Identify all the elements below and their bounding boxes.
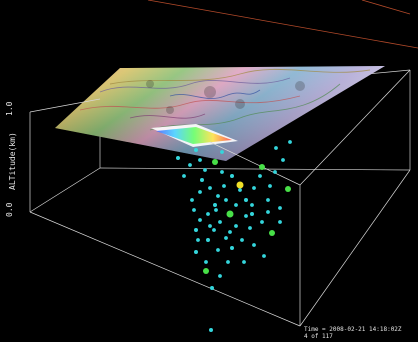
event-marker (278, 220, 282, 224)
axis-top-value: 1.0 (5, 101, 14, 116)
event-marker (238, 188, 242, 192)
event-marker (285, 186, 291, 192)
event-marker (212, 159, 218, 165)
event-marker (266, 210, 270, 214)
event-marker (226, 210, 234, 218)
event-marker (196, 238, 200, 242)
event-marker (203, 168, 207, 172)
event-marker (288, 140, 292, 144)
event-marker (240, 238, 244, 242)
axis-bottom-value: 0.0 (5, 202, 14, 217)
event-marker (252, 186, 256, 190)
event-marker (204, 260, 208, 264)
event-marker (252, 243, 256, 247)
event-marker (234, 203, 238, 207)
event-marker (209, 328, 213, 332)
event-marker (216, 194, 220, 198)
event-marker (200, 178, 204, 182)
event-marker (260, 220, 264, 224)
event-marker (234, 224, 238, 228)
event-marker (244, 214, 248, 218)
event-marker (194, 250, 198, 254)
event-marker (236, 181, 244, 189)
event-marker (218, 220, 222, 224)
event-marker (218, 274, 222, 278)
event-marker (269, 230, 275, 236)
event-marker (182, 174, 186, 178)
event-marker (222, 184, 226, 188)
event-marker (216, 248, 220, 252)
far-edge-lines (147, 0, 418, 49)
event-marker (248, 226, 252, 230)
event-marker (226, 260, 230, 264)
event-marker (278, 206, 282, 210)
event-marker (262, 254, 266, 258)
event-marker (192, 208, 196, 212)
event-marker (228, 230, 232, 234)
time-label: Time = 2008-02-21 14:18:02Z (304, 326, 402, 333)
bounding-box-front (29, 69, 411, 327)
event-marker (259, 164, 265, 170)
event-marker (194, 228, 198, 232)
event-marker (230, 174, 234, 178)
event-marker (258, 174, 262, 178)
event-marker (176, 156, 180, 160)
axis-title: ALTitude(km) (8, 132, 17, 190)
event-marker (250, 203, 254, 207)
event-marker (190, 198, 194, 202)
event-marker (273, 170, 277, 174)
event-marker (206, 238, 210, 242)
color-legend (151, 124, 238, 147)
event-marker (242, 260, 246, 264)
frame-counter: 4 of 117 (304, 333, 333, 340)
event-marker (281, 158, 285, 162)
event-marker (208, 186, 212, 190)
event-marker (266, 198, 270, 202)
event-marker (212, 228, 216, 232)
event-marker (206, 212, 210, 216)
event-marker (194, 148, 198, 152)
terrain-surface (55, 66, 385, 161)
event-marker (220, 170, 224, 174)
event-marker (198, 218, 202, 222)
event-marker (213, 203, 217, 207)
event-marker (203, 268, 209, 274)
event-marker (214, 208, 218, 212)
event-marker (208, 224, 212, 228)
event-marker (250, 212, 254, 216)
event-marker (198, 158, 202, 162)
time-readout: Time = 2008-02-21 14:18:02Z 4 of 117 (304, 326, 402, 340)
event-marker (274, 146, 278, 150)
event-marker (244, 198, 248, 202)
event-marker (188, 163, 192, 167)
event-marker (268, 184, 272, 188)
event-marker (210, 286, 214, 290)
event-markers (176, 140, 292, 332)
event-marker (230, 246, 234, 250)
event-marker (198, 190, 202, 194)
event-marker (224, 236, 228, 240)
event-marker (220, 150, 224, 154)
event-marker (224, 198, 228, 202)
